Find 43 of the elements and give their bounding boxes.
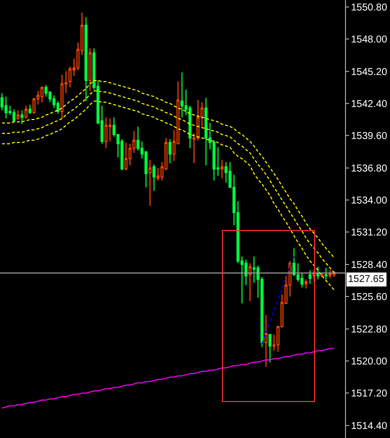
candlestick [220, 159, 224, 179]
candlestick [308, 270, 312, 284]
candlestick [268, 334, 272, 363]
candlestick [148, 159, 152, 206]
candlestick [24, 105, 28, 119]
y-tick-label: 1522.80 [351, 324, 388, 336]
y-tick-label: 1539.60 [351, 131, 388, 142]
candlestick [264, 314, 268, 368]
y-tick-label: 1514.40 [351, 420, 388, 432]
candlestick [328, 270, 332, 279]
candlestick [104, 116, 108, 149]
y-tick-label: 1525.60 [351, 292, 388, 304]
candlestick [324, 267, 328, 280]
y-tick-label: 1528.40 [351, 260, 388, 271]
ref-line-label: 1527.65 [348, 274, 385, 285]
y-tick-label: 1517.20 [351, 388, 388, 400]
candlestick [180, 72, 184, 118]
candlestick [124, 142, 128, 171]
y-tick-label: 1531.20 [351, 228, 388, 239]
candlestick [16, 110, 20, 120]
candlestick [28, 104, 32, 114]
candlestick [12, 108, 16, 122]
y-tick-label: 1536.80 [351, 163, 388, 174]
candlestick [84, 16, 88, 102]
y-tick-label: 1545.20 [351, 66, 388, 78]
candlestick [20, 110, 24, 125]
candlestick [316, 266, 320, 280]
candlestick [152, 164, 156, 192]
y-tick-label: 1520.00 [351, 356, 388, 368]
candlestick [168, 138, 172, 164]
candlestick [88, 48, 92, 92]
line-series [2, 348, 334, 409]
candlestick [40, 86, 44, 103]
candlestick [60, 74, 64, 119]
y-tick-label: 1548.00 [351, 34, 388, 46]
y-tick-label: 1534.00 [351, 196, 388, 207]
candlestick [4, 96, 8, 119]
y-tick-label: 1550.80 [351, 2, 388, 14]
candlestick [304, 278, 308, 290]
y-tick-label: 1542.40 [351, 98, 388, 110]
line-series [262, 256, 294, 344]
candlestick [248, 262, 252, 302]
candlestick [204, 97, 208, 166]
